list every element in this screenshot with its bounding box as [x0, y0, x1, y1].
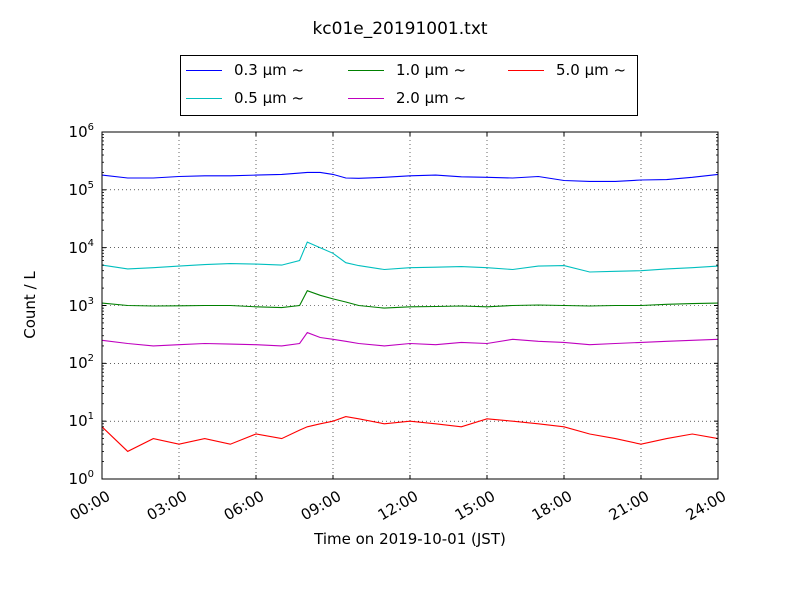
y-tick-exponent: 0	[87, 469, 94, 480]
legend: 0.3 μm ~ 0.5 μm ~ 1.0 μm ~ 2.0 μm ~ 5.0 μm ~	[180, 55, 638, 116]
y-tick-base: 10	[68, 354, 88, 373]
legend-swatch	[186, 70, 222, 71]
y-tick-base: 10	[68, 238, 88, 257]
legend-label: 1.0 μm ~	[396, 61, 467, 79]
legend-label: 0.3 μm ~	[234, 61, 305, 79]
series-lines	[101, 171, 719, 453]
y-tick-base: 10	[68, 296, 88, 315]
y-tick-label: 102	[54, 353, 94, 372]
legend-label: 0.5 μm ~	[234, 89, 305, 107]
y-tick-exponent: 1	[87, 411, 94, 423]
x-axis-label: Time on 2019-10-01 (JST)	[314, 530, 506, 548]
y-tick-base: 10	[68, 412, 88, 431]
series-line-3	[101, 331, 719, 347]
y-tick-label: 103	[54, 296, 94, 315]
legend-label: 2.0 μm ~	[396, 89, 467, 107]
axis-ticks	[101, 131, 719, 480]
chart-title: kc01e_20191001.txt	[312, 19, 488, 39]
series-line-2	[101, 290, 719, 309]
y-axis-label: Count / L	[21, 271, 39, 339]
y-tick-base: 10	[68, 123, 88, 141]
y-tick-label: 104	[54, 238, 94, 257]
y-tick-label: 105	[54, 180, 94, 199]
y-tick-base: 10	[68, 470, 88, 488]
y-tick-exponent: 4	[87, 237, 94, 249]
y-tick-label: 101	[54, 411, 94, 430]
y-tick-exponent: 6	[87, 122, 94, 133]
y-tick-exponent: 3	[87, 295, 94, 307]
y-tick-base: 10	[68, 180, 88, 199]
legend-label: 5.0 μm ~	[556, 61, 627, 79]
legend-swatch	[348, 98, 384, 99]
y-tick-label: 106	[54, 122, 94, 141]
legend-swatch	[348, 70, 384, 71]
series-line-4	[101, 416, 719, 453]
y-tick-label: 100	[54, 469, 94, 488]
series-line-1	[101, 241, 719, 273]
legend-swatch	[508, 70, 544, 71]
series-line-0	[101, 171, 719, 182]
y-tick-exponent: 2	[87, 353, 94, 365]
y-tick-exponent: 5	[87, 179, 94, 191]
legend-swatch	[186, 98, 222, 99]
